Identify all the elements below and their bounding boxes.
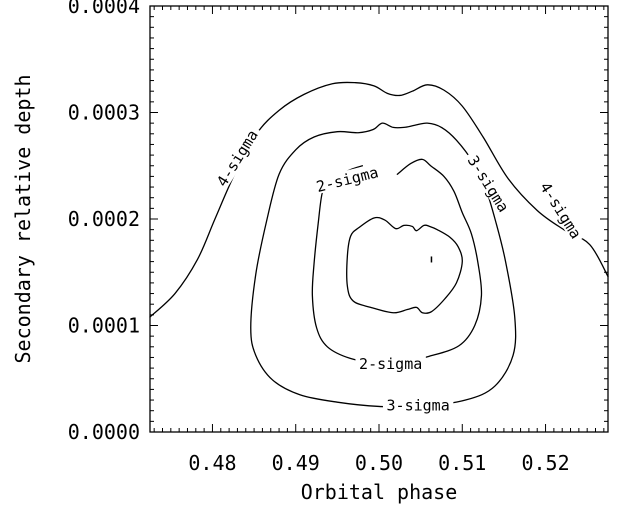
contour-label-gap [311,162,384,195]
x-tick-label: 0.52 [521,451,569,475]
contour-label-gap [382,396,454,413]
y-tick-label: 0.0001 [68,314,140,338]
x-axis-title: Orbital phase [301,480,458,504]
contour-1-sigma [346,216,463,314]
y-tick-label: 0.0000 [68,420,140,444]
y-axis-title: Secondary relative depth [11,75,35,364]
contour-4-sigma [149,81,609,318]
contour-label-gap [535,175,587,245]
contour-label-gap [211,123,263,192]
x-tick-label: 0.51 [438,451,486,475]
contour-label-group: 2-sigma [355,354,426,373]
contour-2-sigma [311,158,483,364]
x-tick-label: 0.49 [272,451,320,475]
plot-frame [149,5,609,433]
contour-3-sigma [250,122,517,408]
contour-lines [149,81,609,408]
contour-label: 2-sigma [359,355,422,373]
x-tick-label: 0.48 [188,451,236,475]
contour-label-group: 3-sigma [382,396,454,414]
contour-label-gap [355,354,426,371]
y-tick-label: 0.0004 [68,0,140,18]
contour-label-gap [463,149,515,218]
x-tick-label: 0.50 [355,451,403,475]
tick-labels: 0.48 0.49 0.50 0.51 0.52 0.0000 0.0001 0.0002 0.… [68,0,570,475]
y-tick-label: 0.0002 [68,207,140,231]
contour-label: 3-sigma [387,396,450,414]
y-tick-label: 0.0003 [68,101,140,125]
